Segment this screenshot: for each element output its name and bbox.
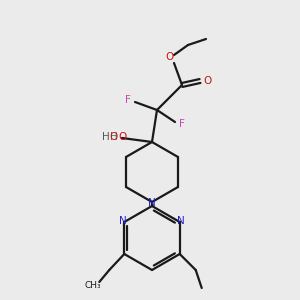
- Text: O: O: [165, 52, 173, 62]
- Text: N: N: [148, 198, 156, 208]
- Text: O: O: [204, 76, 212, 86]
- Text: O: O: [110, 132, 118, 142]
- Text: H: H: [110, 132, 118, 142]
- Text: F: F: [179, 119, 185, 129]
- Text: O: O: [118, 132, 126, 142]
- Text: N: N: [119, 216, 127, 226]
- Text: F: F: [125, 95, 131, 105]
- Text: H: H: [102, 132, 110, 142]
- Text: CH₃: CH₃: [85, 280, 102, 290]
- Text: N: N: [177, 216, 184, 226]
